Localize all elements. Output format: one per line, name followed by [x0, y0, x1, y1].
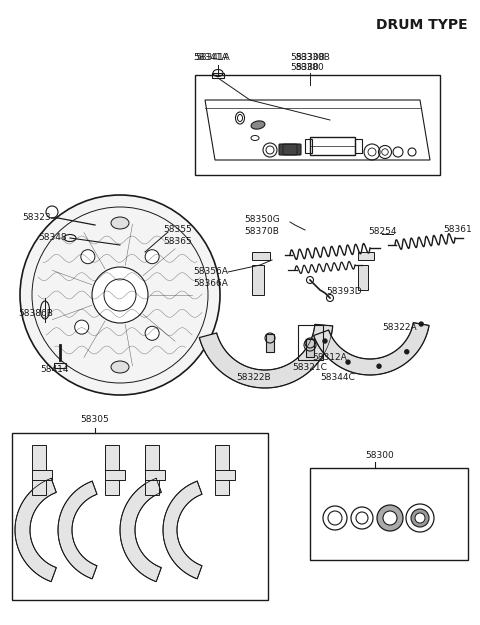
- Bar: [145, 445, 159, 495]
- Bar: [212, 73, 224, 78]
- Bar: [54, 363, 66, 368]
- Text: 58350G: 58350G: [244, 216, 280, 224]
- Bar: [310, 468, 468, 560]
- Text: 58322B: 58322B: [236, 374, 271, 382]
- Bar: [306, 339, 314, 357]
- Text: 58341A: 58341A: [195, 52, 230, 61]
- Circle shape: [145, 326, 159, 340]
- Bar: [252, 252, 270, 260]
- Text: 58254: 58254: [368, 226, 396, 236]
- Circle shape: [81, 250, 95, 264]
- Circle shape: [405, 350, 409, 354]
- Text: 58348: 58348: [38, 232, 67, 241]
- Circle shape: [411, 509, 429, 527]
- Polygon shape: [163, 481, 202, 579]
- Circle shape: [377, 364, 381, 368]
- Bar: [195, 75, 440, 175]
- Text: 58323: 58323: [22, 214, 50, 222]
- Bar: [215, 470, 235, 480]
- Text: 58366A: 58366A: [193, 279, 228, 288]
- Circle shape: [92, 267, 148, 323]
- Text: 58330B: 58330B: [295, 52, 330, 61]
- Circle shape: [323, 339, 327, 343]
- Circle shape: [419, 322, 423, 326]
- Text: 58312A: 58312A: [312, 352, 347, 361]
- Bar: [358, 265, 368, 290]
- Text: 58386B: 58386B: [18, 309, 53, 318]
- Polygon shape: [120, 478, 161, 582]
- Bar: [358, 252, 374, 260]
- Text: 58341A: 58341A: [193, 52, 228, 61]
- Polygon shape: [313, 322, 429, 375]
- Polygon shape: [199, 324, 333, 388]
- Text: 58322A: 58322A: [382, 324, 417, 332]
- Circle shape: [377, 505, 403, 531]
- Ellipse shape: [111, 217, 129, 229]
- Bar: [32, 445, 46, 495]
- Text: 58305: 58305: [80, 416, 109, 424]
- Text: 58344C: 58344C: [320, 374, 355, 382]
- Text: 58380: 58380: [290, 64, 319, 72]
- Bar: [266, 334, 274, 352]
- Ellipse shape: [251, 121, 265, 129]
- Bar: [32, 470, 52, 480]
- Bar: [310, 137, 355, 155]
- Circle shape: [75, 320, 89, 334]
- Circle shape: [346, 360, 350, 364]
- Text: 58330B: 58330B: [290, 52, 325, 61]
- Bar: [298, 325, 323, 360]
- Circle shape: [20, 195, 220, 395]
- Text: 58380: 58380: [295, 62, 324, 71]
- Text: 58365: 58365: [163, 236, 192, 246]
- Bar: [252, 265, 264, 295]
- Text: 58393D: 58393D: [326, 286, 361, 296]
- Bar: [305, 139, 312, 153]
- Ellipse shape: [111, 361, 129, 373]
- Circle shape: [145, 250, 159, 264]
- Polygon shape: [58, 481, 97, 579]
- Bar: [12, 433, 268, 600]
- Text: 58355: 58355: [163, 226, 192, 234]
- Bar: [105, 445, 119, 495]
- Text: 58300: 58300: [365, 451, 394, 459]
- Text: DRUM TYPE: DRUM TYPE: [376, 18, 468, 32]
- Text: 58414: 58414: [40, 366, 69, 374]
- Circle shape: [383, 511, 397, 525]
- Text: 58370B: 58370B: [244, 226, 279, 236]
- Text: 58361: 58361: [443, 224, 472, 234]
- Bar: [105, 470, 125, 480]
- Bar: [215, 445, 229, 495]
- Polygon shape: [15, 478, 56, 582]
- Circle shape: [415, 513, 425, 523]
- Bar: [355, 139, 362, 153]
- Bar: [145, 470, 165, 480]
- FancyBboxPatch shape: [279, 144, 301, 155]
- Text: 58321C: 58321C: [292, 364, 327, 372]
- Text: 58356A: 58356A: [193, 268, 228, 276]
